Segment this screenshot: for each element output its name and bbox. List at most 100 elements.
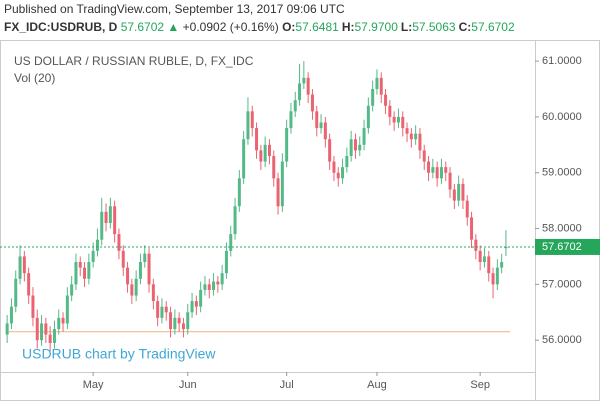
- ohlc-value: 57.6702: [471, 20, 515, 34]
- candle-body: [48, 334, 52, 343]
- candle-body: [83, 267, 87, 279]
- candle-body: [310, 94, 314, 112]
- candle-body: [156, 301, 160, 318]
- candle-body: [302, 77, 306, 84]
- candle-body: [212, 281, 216, 290]
- candle-body: [353, 139, 357, 151]
- candle-body: [147, 253, 151, 285]
- candle-body: [160, 306, 164, 318]
- candle-body: [371, 89, 375, 106]
- candle-body: [431, 167, 435, 173]
- y-tick-label: 59.0000: [542, 167, 582, 179]
- candle-body: [293, 100, 297, 112]
- x-tick-label: Sep: [470, 379, 490, 391]
- x-tick-label: Jul: [280, 379, 294, 391]
- candle-body: [220, 273, 224, 285]
- candle-body: [358, 144, 362, 151]
- candle-body: [414, 133, 418, 140]
- candle-body: [40, 323, 44, 341]
- candle-body: [143, 253, 147, 263]
- candle-body: [267, 144, 271, 156]
- candle-body: [500, 262, 504, 268]
- candle-body: [57, 317, 61, 330]
- candle-body: [169, 312, 173, 330]
- candle-body: [194, 301, 198, 307]
- published: Published on TradingView.com, September …: [4, 2, 345, 16]
- x-tick-label: Aug: [367, 379, 387, 391]
- candle-body: [491, 273, 495, 285]
- ohlc: O:57.6481 H:57.9700 L:57.5063 C:57.6702: [282, 20, 518, 34]
- candle-body: [95, 239, 99, 251]
- candle-body: [233, 206, 237, 235]
- candle-body: [379, 77, 383, 95]
- ohlc-label: O:: [282, 20, 296, 34]
- candle-body: [237, 178, 241, 207]
- candle-body: [9, 306, 13, 324]
- candle-body: [435, 167, 439, 179]
- ohlc-label: L:: [400, 20, 413, 34]
- last-price-box: [535, 238, 600, 255]
- candle-body: [70, 284, 74, 296]
- candle-body: [259, 150, 263, 162]
- ohlc-label: H:: [341, 20, 355, 34]
- y-tick-label: 61.0000: [542, 55, 582, 67]
- candle-body: [22, 256, 26, 274]
- candle-body: [465, 200, 469, 218]
- candle-body: [138, 262, 142, 279]
- candle-body: [31, 295, 35, 318]
- candle-body: [272, 155, 276, 179]
- candle-body: [203, 284, 207, 290]
- ohlc-value: 57.9700: [354, 20, 398, 34]
- candle-body: [328, 139, 332, 162]
- candle-body: [448, 172, 452, 190]
- candle-body: [384, 94, 388, 106]
- ohlc-value: 57.6481: [295, 20, 339, 34]
- candle-body: [255, 128, 259, 151]
- candle-body: [427, 161, 431, 173]
- candle-body: [315, 111, 319, 129]
- candle-body: [27, 273, 31, 296]
- watermark[interactable]: USDRUB chart by TradingView: [22, 346, 216, 362]
- candle-body: [224, 250, 228, 274]
- candle-body: [130, 284, 134, 296]
- candle-body: [44, 323, 48, 335]
- candle-body: [65, 295, 69, 324]
- candle-body: [470, 217, 474, 240]
- candle-body: [5, 323, 9, 335]
- candle-body: [126, 267, 130, 285]
- candle-body: [246, 111, 250, 140]
- candle-body: [151, 284, 155, 302]
- candle-body: [504, 246, 508, 249]
- y-tick-label: 60.0000: [542, 111, 582, 123]
- candle-body: [375, 77, 379, 90]
- candle-body: [409, 133, 413, 140]
- candle-body: [199, 289, 203, 307]
- published-line: Published on TradingView.com, September …: [0, 0, 600, 18]
- candle-body: [396, 116, 400, 123]
- candle-body: [121, 250, 125, 268]
- x-tick-label: May: [83, 379, 104, 391]
- candle-body: [35, 317, 39, 341]
- symbol-line: FX_IDC:USDRUB, D 57.6702 ▲ +0.0902 (+0.1…: [0, 18, 600, 36]
- candle-body: [216, 281, 220, 285]
- candle-body: [444, 167, 448, 173]
- candle-body: [418, 133, 422, 151]
- candle-body: [392, 116, 396, 123]
- candle-body: [229, 234, 233, 251]
- candle-body: [285, 128, 289, 162]
- candle-body: [108, 206, 112, 223]
- candle-body: [482, 256, 486, 263]
- y-tick-label: 58.0000: [542, 222, 582, 234]
- candle-body: [289, 111, 293, 129]
- up-arrow: ▲: [167, 20, 180, 34]
- ohlc-value: 57.5063: [412, 20, 456, 34]
- header: Published on TradingView.com, September …: [0, 0, 600, 40]
- price: 57.6702: [120, 20, 165, 34]
- candle-body: [18, 256, 22, 279]
- candle-body: [61, 317, 65, 324]
- ohlc-label: C:: [458, 20, 472, 34]
- candle-body: [117, 234, 121, 251]
- indicator-label: Vol (20): [14, 71, 55, 85]
- candle-body: [362, 128, 366, 145]
